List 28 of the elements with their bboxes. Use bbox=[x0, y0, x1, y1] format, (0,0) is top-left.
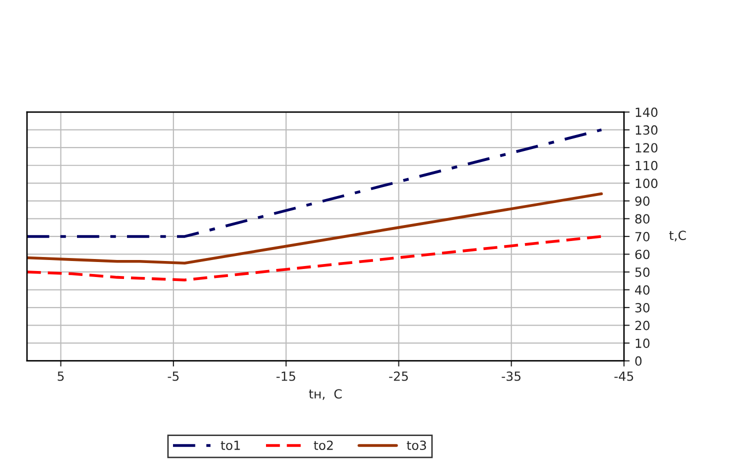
y-tick-label: 10 bbox=[636, 338, 650, 348]
y-tick-label: 120 bbox=[636, 143, 658, 153]
y-tick-label: 40 bbox=[635, 285, 650, 295]
x-tick-label: -35 bbox=[502, 371, 520, 381]
y-tick-label: 130 bbox=[636, 125, 658, 135]
y-tick-label: 20 bbox=[635, 320, 650, 330]
y-tick-label: 30 bbox=[635, 303, 650, 312]
legend-label: to1 bbox=[220, 440, 240, 450]
x-tick-label: -15 bbox=[276, 372, 296, 381]
line-series bbox=[27, 192, 603, 264]
y-axis-title: t,C bbox=[669, 230, 686, 242]
y-tick-label: 0 bbox=[635, 356, 642, 366]
line-series bbox=[27, 235, 603, 282]
y-tick-label: 110 bbox=[636, 160, 658, 170]
x-axis-title: tн, C bbox=[308, 389, 342, 400]
legend-label: to3 bbox=[406, 440, 426, 450]
legend-label: to2 bbox=[314, 440, 333, 450]
x-tick-label: 5 bbox=[58, 372, 64, 381]
y-tick-label: 100 bbox=[636, 178, 658, 188]
x-tick-label: -45 bbox=[614, 372, 634, 381]
y-tick-label: 60 bbox=[635, 250, 650, 260]
y-tick-label: 90 bbox=[635, 196, 650, 206]
x-tick-label: -25 bbox=[389, 371, 408, 381]
y-tick-label: 70 bbox=[635, 232, 650, 242]
y-tick-label: 80 bbox=[635, 214, 650, 224]
y-tick-label: 50 bbox=[635, 267, 650, 277]
x-tick-label: -5 bbox=[168, 372, 179, 381]
y-tick-label: 140 bbox=[636, 108, 658, 117]
